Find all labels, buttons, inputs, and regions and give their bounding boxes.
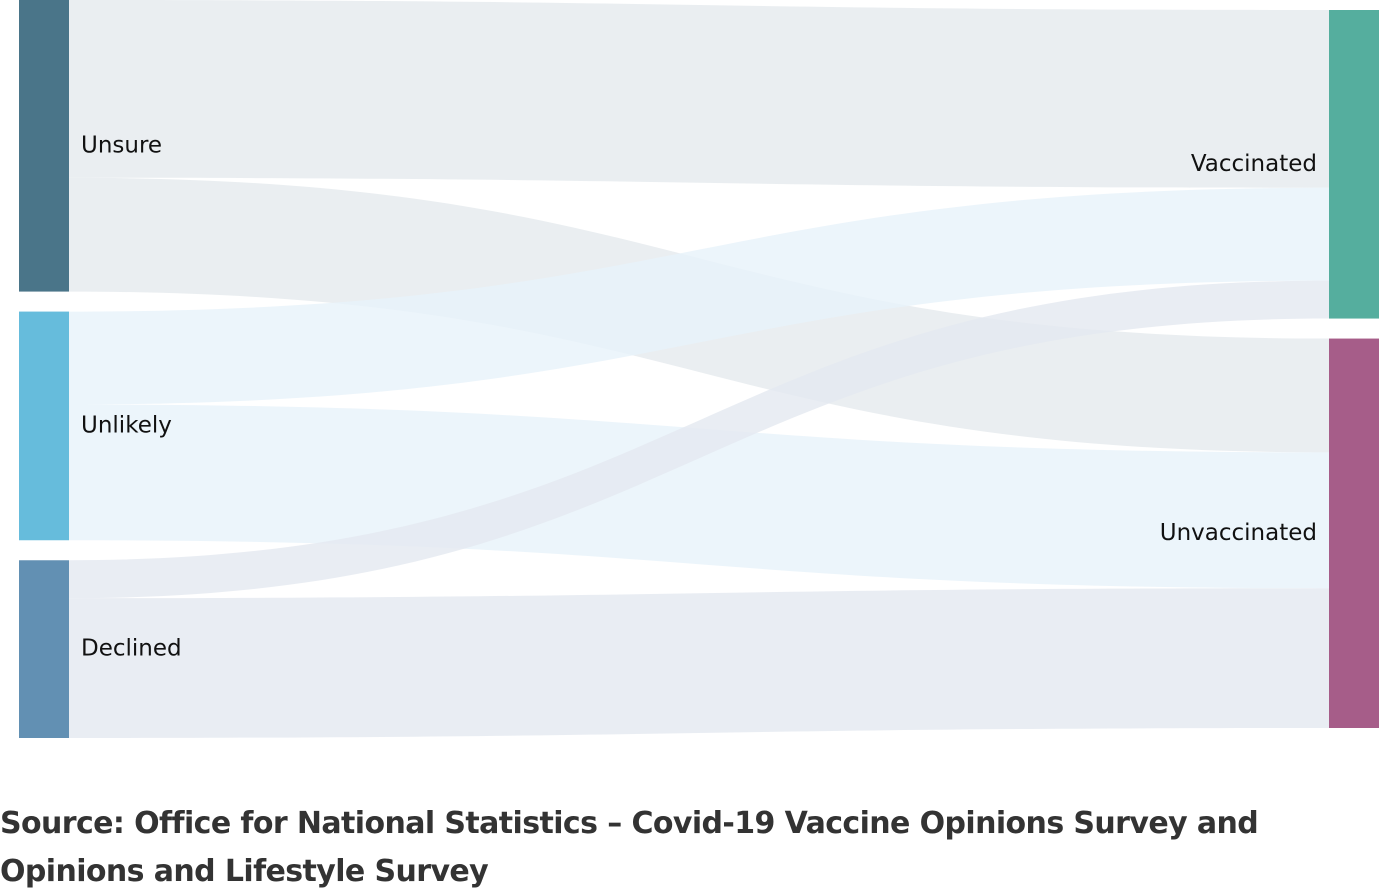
sankey-chart: Unsure Unlikely Declined Vaccinated Unvaccin… xyxy=(19,0,1379,738)
link-unlikely-to-vaccinated xyxy=(69,187,1329,405)
node-vaccinated xyxy=(1329,10,1379,319)
node-label-unlikely: Unlikely xyxy=(81,412,172,438)
node-unvaccinated xyxy=(1329,338,1379,728)
node-label-vaccinated: Vaccinated xyxy=(1191,151,1317,177)
link-unsure-to-vaccinated xyxy=(69,0,1329,188)
node-label-declined: Declined xyxy=(81,636,182,662)
sankey-nodes xyxy=(19,0,1379,738)
node-label-unsure: Unsure xyxy=(81,132,162,158)
node-unsure xyxy=(19,0,69,292)
sankey-links xyxy=(69,0,1329,738)
node-declined xyxy=(19,560,69,738)
sankey-labels: Unsure Unlikely Declined Vaccinated Unvaccin… xyxy=(81,132,1317,661)
link-declined-to-unvaccinated xyxy=(69,588,1329,738)
link-declined-to-vaccinated xyxy=(69,280,1329,599)
node-label-unvaccinated: Unvaccinated xyxy=(1160,520,1317,546)
source-note: Source: Office for National Statistics –… xyxy=(0,806,1259,889)
node-unlikely xyxy=(19,311,69,541)
